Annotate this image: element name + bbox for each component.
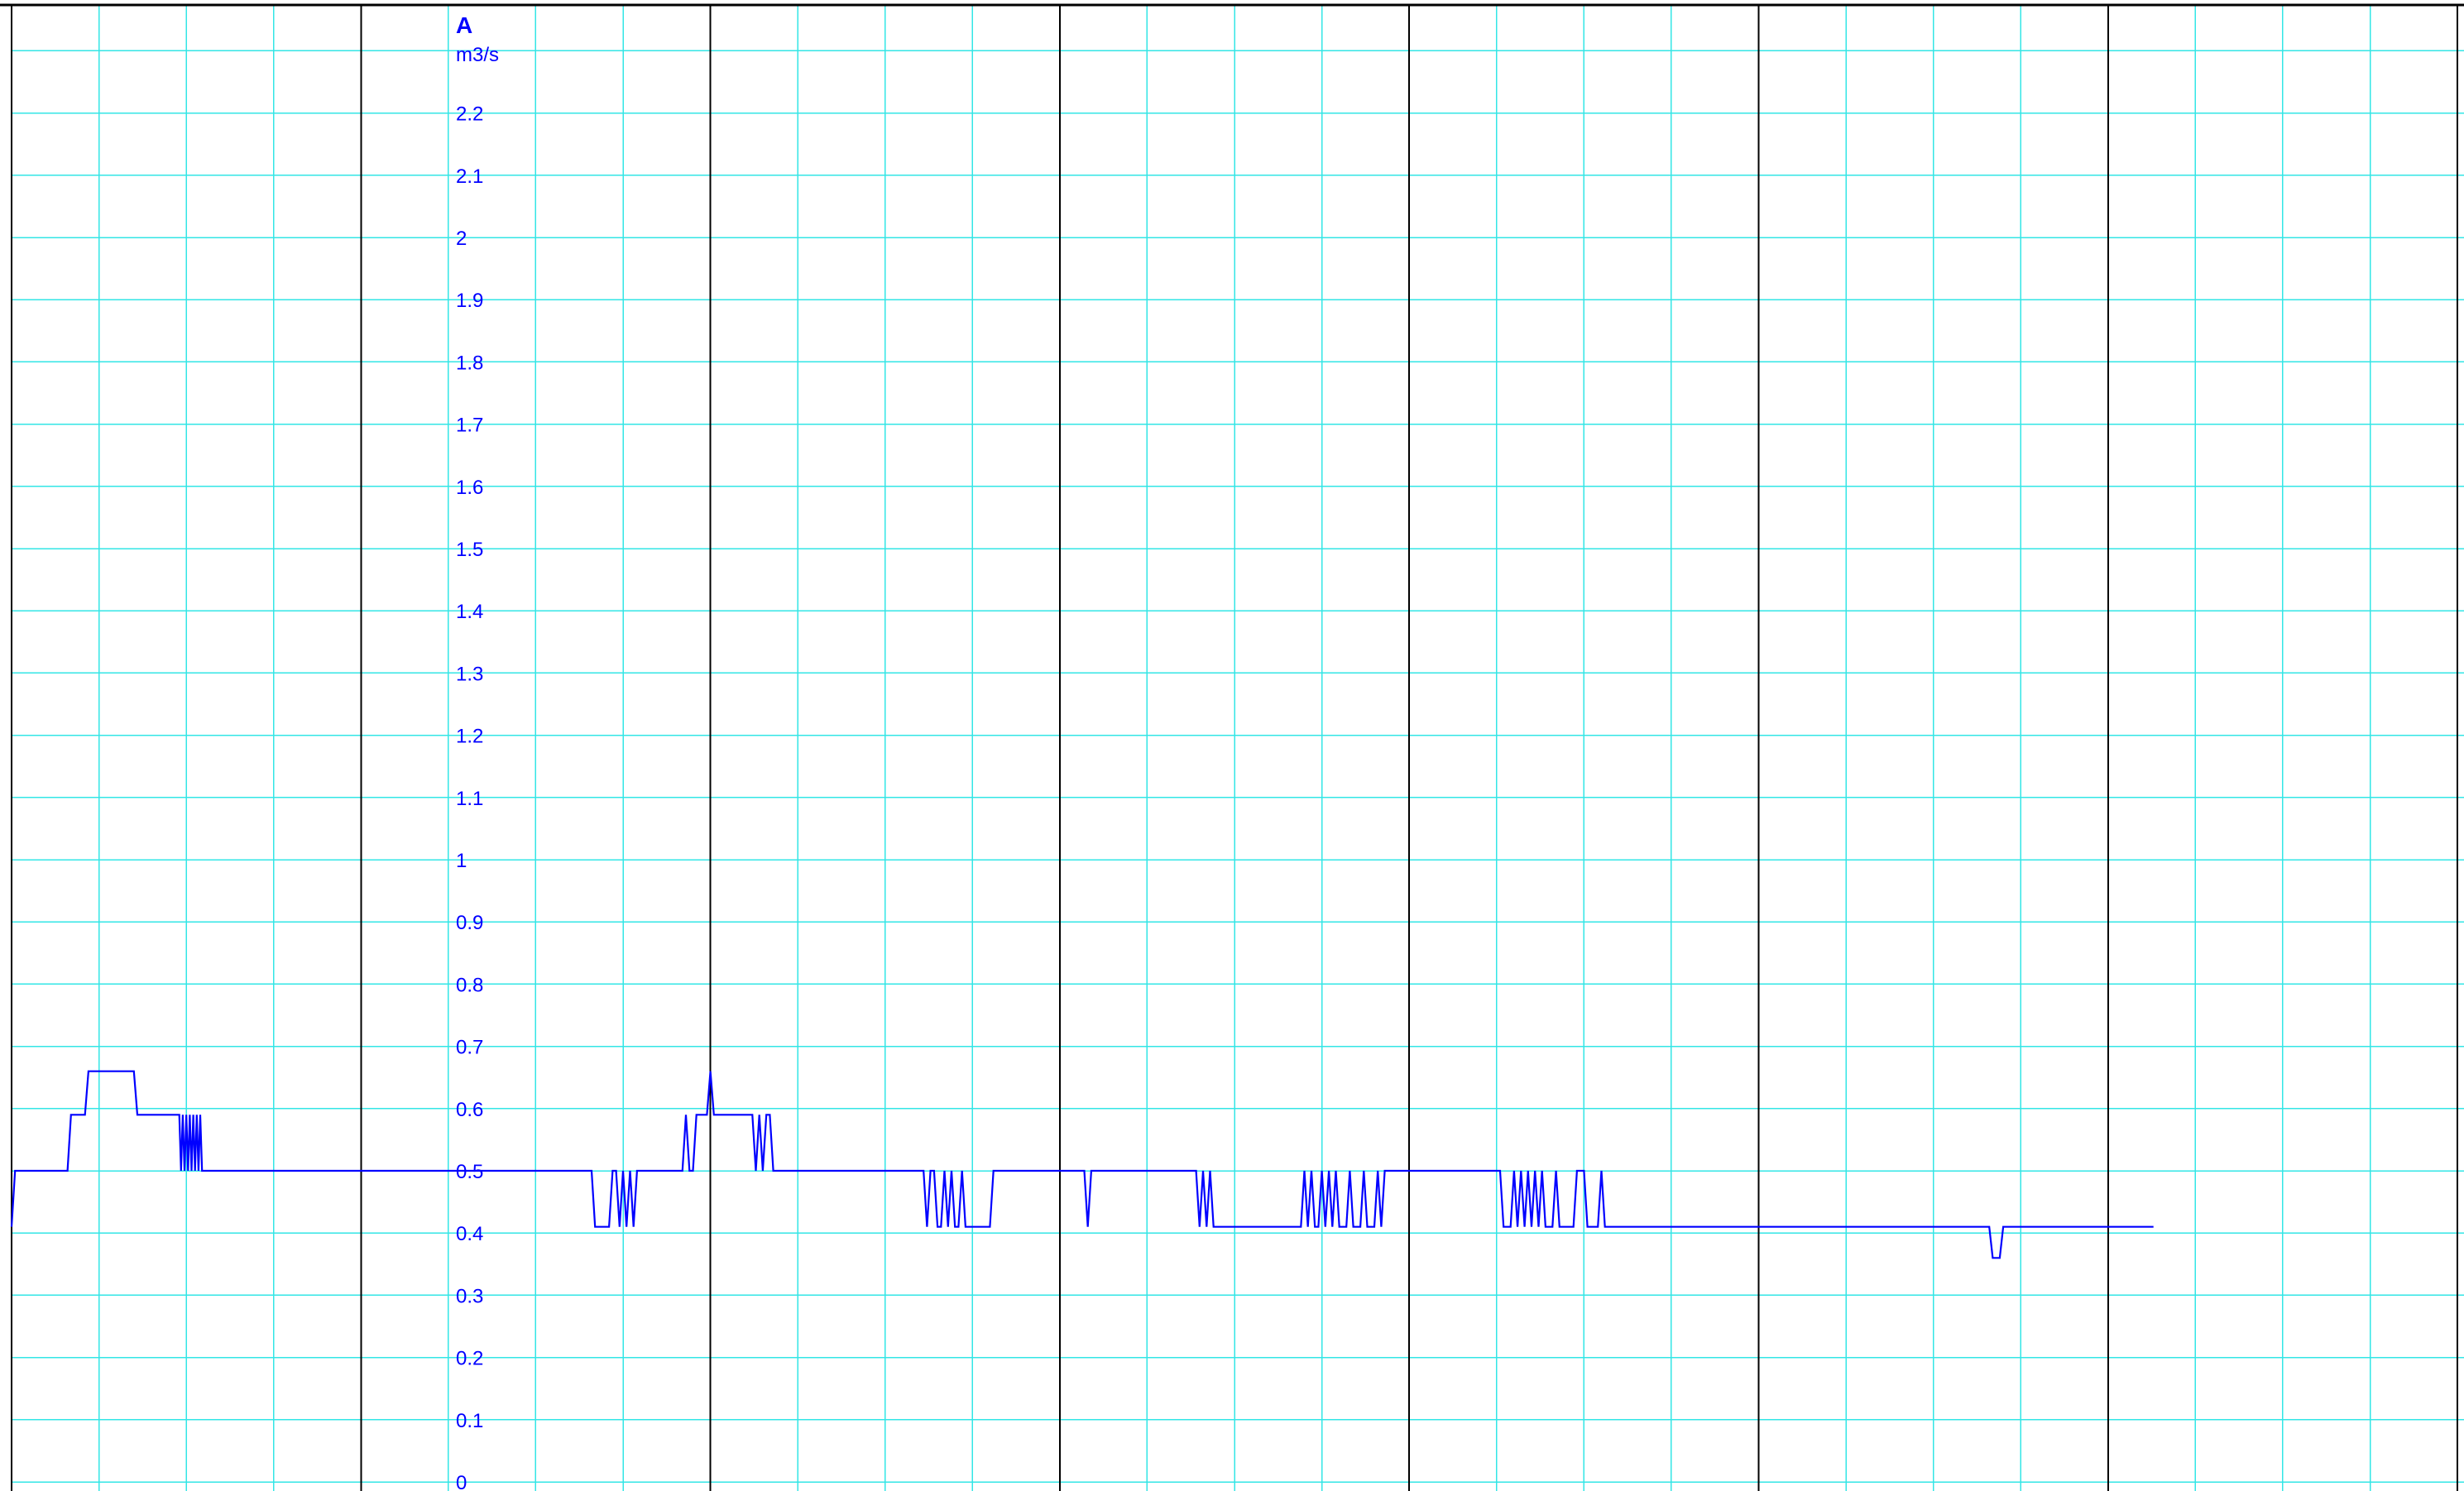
y-tick-label: 1.8 (456, 352, 483, 374)
series-layer (10, 1070, 2154, 1259)
y-tick-label: 0.4 (456, 1223, 483, 1245)
y-tick-label: 2.2 (456, 103, 483, 126)
y-tick-label: 1 (456, 850, 467, 872)
unit-label: m3/s (456, 44, 499, 66)
y-tick-label: 1.4 (456, 601, 483, 623)
y-tick-label: 0.7 (456, 1037, 483, 1059)
y-tick-label: 0.2 (456, 1348, 483, 1370)
y-tick-label: 2.1 (456, 165, 483, 188)
y-tick-label: 0.5 (456, 1161, 483, 1183)
y-tick-label: 1.1 (456, 788, 483, 810)
y-tick-label: 2 (456, 228, 467, 250)
y-tick-label: 0.1 (456, 1410, 483, 1432)
series-line (10, 1070, 2154, 1259)
y-tick-label: 1.3 (456, 663, 483, 685)
y-tick-label: 0.8 (456, 974, 483, 996)
y-tick-label: 0 (456, 1472, 467, 1491)
y-tick-label: 1.6 (456, 477, 483, 499)
series-label: A (456, 12, 472, 38)
y-tick-label: 0.3 (456, 1285, 483, 1307)
y-tick-label: 1.2 (456, 726, 483, 748)
y-tick-label: 1.5 (456, 539, 483, 561)
y-tick-label: 1.9 (456, 290, 483, 312)
y-tick-label: 0.9 (456, 912, 483, 934)
y-tick-label: 1.7 (456, 415, 483, 437)
major-grid (0, 3, 2464, 1491)
y-tick-label: 0.6 (456, 1099, 483, 1121)
axis-labels: A m3/s 0 0.1 0.2 0.3 0.4 0.5 0.6 0.7 0.8 0.9 1 1.1 1… (456, 12, 499, 1491)
minor-grid (12, 5, 2464, 1491)
